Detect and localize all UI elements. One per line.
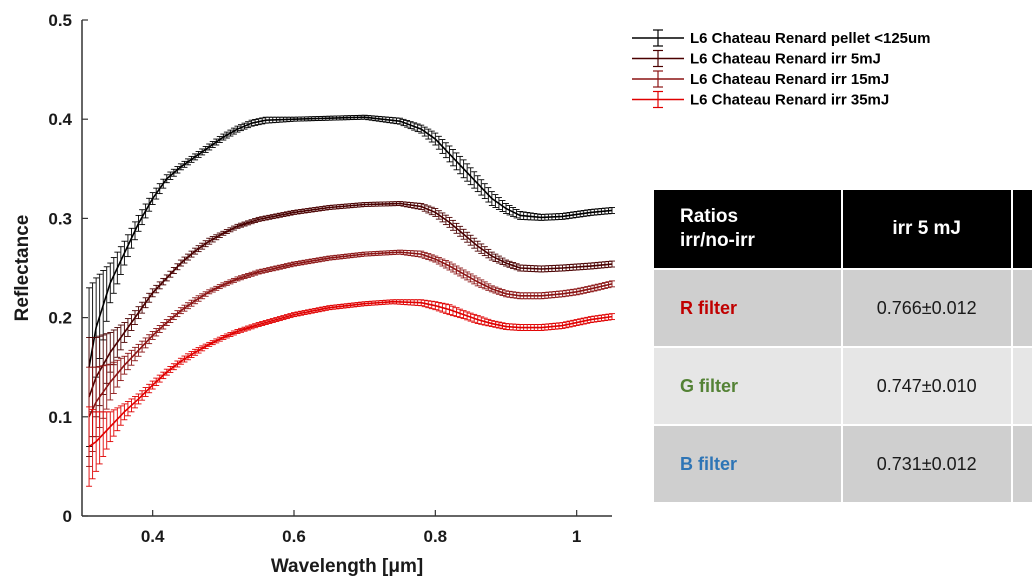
legend: L6 Chateau Renard pellet <125um L6 Chatea… (632, 29, 931, 109)
row-label-g-filter: G filter (652, 346, 843, 426)
row-label-b-filter: B filter (652, 424, 843, 504)
legend-label: L6 Chateau Renard irr 5mJ (690, 51, 881, 68)
table-header-ratios-line2: irr/no-irr (680, 230, 755, 251)
table-row: B filter 0.731±0.012 (652, 424, 1034, 504)
table-header-cut (1010, 188, 1034, 270)
y-tick-label: 0.3 (48, 209, 72, 228)
ratio-table: Ratios irr/no-irr irr 5 mJ R filter 0.76… (652, 188, 1034, 504)
legend-item: L6 Chateau Renard irr 35mJ (632, 90, 889, 109)
x-axis-label: Wavelength [μm] (271, 556, 423, 577)
cell-b-filter-irr5: 0.731±0.012 (840, 424, 1013, 504)
table-header-irr-5mj: irr 5 mJ (840, 188, 1013, 270)
series-2 (86, 201, 615, 457)
series-4 (86, 299, 615, 487)
series-line (88, 116, 613, 368)
series-line (88, 300, 613, 448)
cell-g-filter-irr5: 0.747±0.010 (840, 346, 1013, 426)
x-tick-label: 1 (572, 527, 581, 546)
table-header-row: Ratios irr/no-irr irr 5 mJ (652, 188, 1034, 270)
legend-item: L6 Chateau Renard irr 15mJ (632, 70, 889, 88)
table-header-ratios: Ratios irr/no-irr (652, 188, 843, 270)
row-label-r-filter: R filter (652, 268, 843, 348)
legend-label: L6 Chateau Renard irr 35mJ (690, 92, 889, 109)
y-tick-label: 0.1 (48, 408, 72, 427)
axes: 0 0.1 0.2 0.3 0.4 0.5 0.4 0.6 0.8 1 Wavelength [μm… (12, 11, 612, 577)
series-layer (86, 114, 615, 487)
series-line (88, 251, 613, 418)
legend-item: L6 Chateau Renard pellet <125um (632, 29, 931, 47)
series-1 (86, 114, 615, 448)
y-tick-label: 0.5 (48, 11, 72, 30)
y-axis-label: Reflectance (12, 215, 33, 322)
table-row: R filter 0.766±0.012 (652, 268, 1034, 348)
y-tick-label: 0.4 (48, 110, 72, 129)
series-3 (86, 249, 615, 467)
table-row: G filter 0.747±0.010 (652, 346, 1034, 426)
series-line (88, 202, 613, 398)
y-tick-label: 0.2 (48, 309, 72, 328)
y-tick-label: 0 (63, 507, 72, 526)
error-bar (609, 260, 615, 268)
legend-label: L6 Chateau Renard pellet <125um (690, 30, 931, 47)
table-header-ratios-line1: Ratios (680, 206, 739, 228)
x-tick-label: 0.6 (282, 527, 306, 546)
cell-cut (1010, 346, 1034, 426)
cell-cut (1010, 424, 1034, 504)
x-tick-label: 0.8 (424, 527, 448, 546)
cell-r-filter-irr5: 0.766±0.012 (840, 268, 1013, 348)
legend-label: L6 Chateau Renard irr 15mJ (690, 71, 889, 88)
cell-cut (1010, 268, 1034, 348)
x-tick-label: 0.4 (141, 527, 165, 546)
legend-item: L6 Chateau Renard irr 5mJ (632, 49, 881, 68)
